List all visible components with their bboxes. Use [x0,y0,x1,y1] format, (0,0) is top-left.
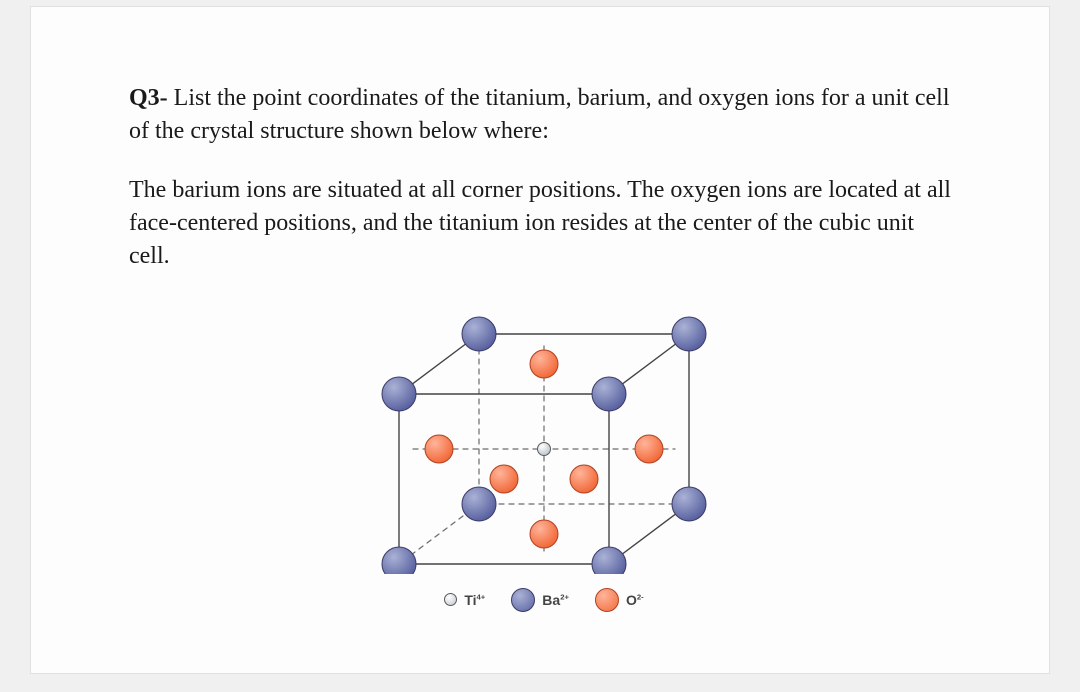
barium-ion [462,317,496,351]
document-page: Q3- List the point coordinates of the ti… [30,6,1050,674]
titanium-swatch-icon [444,593,457,606]
question-paragraph-2: The barium ions are situated at all corn… [129,174,959,273]
legend-item-oxygen: O2- [595,588,644,612]
titanium-ion [538,442,551,455]
question-text-1: List the point coordinates of the titani… [129,85,950,144]
legend-item-barium: Ba2+ [511,588,569,612]
question-paragraph-1: Q3- List the point coordinates of the ti… [129,82,959,148]
figure-legend: Ti4+ Ba2+ O2- [129,588,959,612]
oxygen-ion [530,520,558,548]
oxygen-ion [425,435,453,463]
oxygen-ion [490,465,518,493]
barium-swatch-icon [511,588,535,612]
legend-label: Ba2+ [542,592,569,608]
barium-ion [382,547,416,574]
barium-ion [592,377,626,411]
oxygen-ion [635,435,663,463]
barium-ion [382,377,416,411]
unit-cell-figure [359,304,729,574]
oxygen-ion [570,465,598,493]
question-number: Q3- [129,85,168,111]
unit-cell-svg [359,304,729,574]
barium-ion [672,487,706,521]
oxygen-ion [530,350,558,378]
barium-ion [462,487,496,521]
legend-label: Ti4+ [464,592,485,608]
legend-item-titanium: Ti4+ [444,592,485,608]
legend-label: O2- [626,592,644,608]
oxygen-swatch-icon [595,588,619,612]
barium-ion [592,547,626,574]
barium-ion [672,317,706,351]
